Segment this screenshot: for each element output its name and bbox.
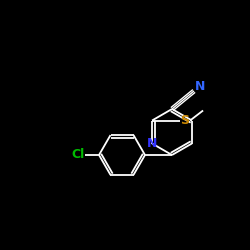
Text: S: S [180,114,190,127]
Text: N: N [195,80,205,92]
Text: Cl: Cl [72,148,85,162]
Text: N: N [147,137,157,150]
